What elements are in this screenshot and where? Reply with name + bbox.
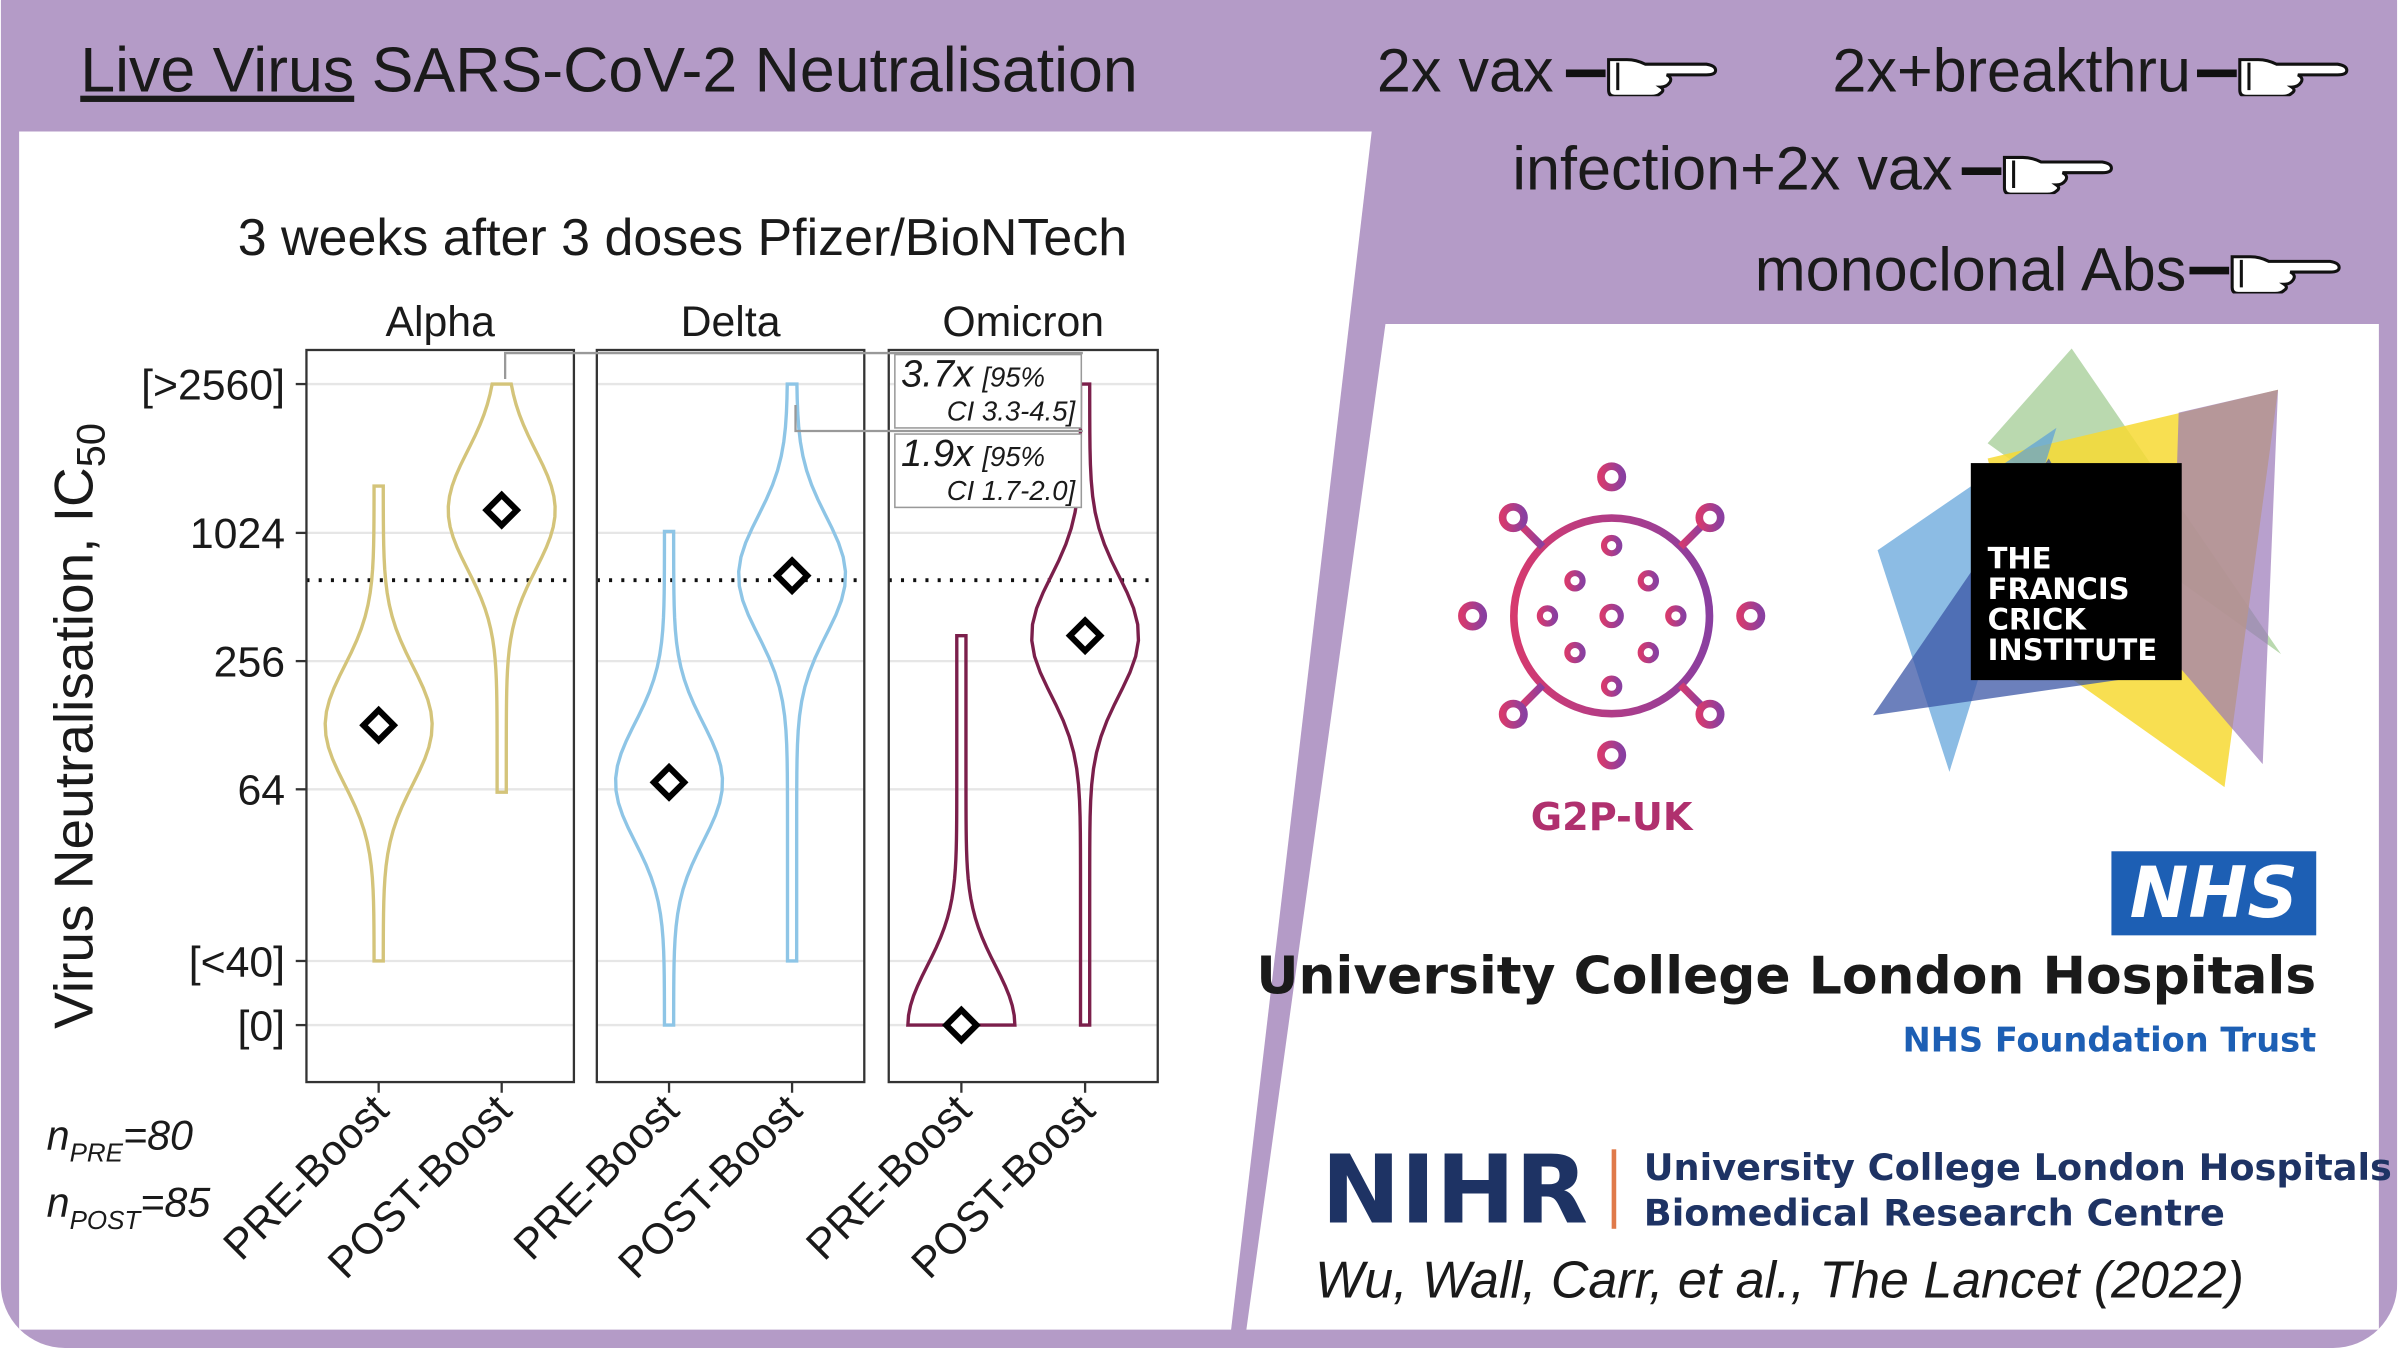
nihr-text: NIHR bbox=[1321, 1136, 1588, 1246]
n-rest: =80 bbox=[123, 1112, 193, 1158]
link[interactable]: 2x vax bbox=[1377, 37, 1554, 105]
link[interactable]: infection+2x vax bbox=[1512, 135, 1952, 203]
n-note: nPOST=85 bbox=[47, 1180, 212, 1235]
title: Live Virus SARS-CoV-2 Neutralisation bbox=[80, 36, 1138, 106]
strip-label: Delta bbox=[681, 298, 781, 346]
annotation: 1.9x [95% bbox=[901, 432, 1045, 475]
y-label-sub: 50 bbox=[70, 423, 114, 467]
crick-text: THE bbox=[1988, 542, 2052, 576]
spike-tip bbox=[1736, 601, 1766, 631]
y-label: Virus Neutralisation, IC bbox=[42, 467, 104, 1029]
y-tick-label: [0] bbox=[237, 1002, 285, 1050]
spike-tip bbox=[1458, 601, 1488, 631]
median-diamond bbox=[1065, 616, 1105, 656]
bracket bbox=[503, 351, 1083, 380]
crick-text: FRANCIS bbox=[1988, 572, 2130, 606]
title-underlined: Live Virus bbox=[80, 36, 354, 106]
n-symbol: n bbox=[47, 1180, 70, 1226]
citation: Wu, Wall, Carr, et al., The Lancet (2022… bbox=[1315, 1252, 2244, 1310]
link[interactable]: monoclonal Abs bbox=[1755, 235, 2187, 303]
n-sub: POST bbox=[70, 1205, 143, 1235]
chart-title: 3 weeks after 3 doses Pfizer/BioNTech bbox=[238, 209, 1127, 267]
y-tick-label: 256 bbox=[214, 638, 285, 686]
panel-border bbox=[595, 348, 866, 1084]
y-tick-label: [>2560] bbox=[141, 361, 285, 409]
spike-tip bbox=[1695, 503, 1725, 533]
spike-tip bbox=[1498, 503, 1528, 533]
violin bbox=[906, 633, 1017, 1027]
spike bbox=[1678, 522, 1706, 550]
median-diamond bbox=[649, 762, 689, 802]
violin bbox=[1030, 382, 1141, 1027]
uclh-name: University College London Hospitals bbox=[1256, 946, 2316, 1006]
violin bbox=[613, 529, 725, 1027]
spike bbox=[1678, 682, 1706, 710]
y-tick-label: 1024 bbox=[190, 510, 285, 558]
crick-text: INSTITUTE bbox=[1988, 633, 2158, 667]
spike-tip bbox=[1498, 699, 1528, 729]
fold: 3.7x bbox=[901, 353, 975, 396]
link[interactable]: 2x+breakthru bbox=[1832, 37, 2190, 105]
g2p-label: G2P-UK bbox=[1531, 796, 1694, 840]
median-diamond bbox=[359, 705, 399, 745]
strip-label: Alpha bbox=[385, 298, 495, 346]
crick-logo: THE FRANCIS CRICK INSTITUTE bbox=[1873, 348, 2282, 788]
fold: 1.9x bbox=[901, 432, 975, 475]
annotation-ci: CI 1.7-2.0] bbox=[947, 475, 1077, 506]
n-symbol: n bbox=[47, 1112, 70, 1158]
spike-tip bbox=[1695, 699, 1725, 729]
strip-label: Omicron bbox=[942, 298, 1104, 346]
y-tick-label: 64 bbox=[237, 767, 285, 815]
violin bbox=[737, 382, 848, 963]
median-diamond bbox=[941, 1005, 981, 1045]
n-rest: =85 bbox=[140, 1180, 211, 1226]
nhs-text: NHS bbox=[2130, 852, 2298, 934]
panel-border bbox=[887, 348, 1159, 1084]
spike-tip bbox=[1597, 740, 1627, 770]
nihr-line: University College London Hospitals bbox=[1644, 1146, 2392, 1189]
y-tick-label: [<40] bbox=[189, 938, 285, 986]
annotation-box bbox=[894, 433, 1083, 509]
uclh-trust: NHS Foundation Trust bbox=[1903, 1021, 2317, 1060]
nihr-divider bbox=[1611, 1149, 1617, 1229]
spike bbox=[1518, 682, 1546, 710]
y-axis-title: Virus Neutralisation, IC50 bbox=[42, 423, 113, 1029]
g2p-logo bbox=[1458, 462, 1766, 770]
n-sub: PRE bbox=[70, 1138, 124, 1168]
violin bbox=[446, 382, 557, 794]
links[interactable]: 2x vax 2x+breakthru infection+2x vax mon… bbox=[1377, 37, 2347, 304]
annotation: 3.7x [95% bbox=[901, 353, 1045, 396]
ci: [95% bbox=[981, 362, 1045, 393]
median-diamond bbox=[482, 490, 522, 530]
spike-tip bbox=[1597, 462, 1627, 492]
median-diamond bbox=[772, 556, 812, 596]
nhs-box bbox=[2111, 851, 2317, 936]
annotation-box bbox=[894, 353, 1083, 429]
annotation-ci: CI 3.3-4.5] bbox=[947, 395, 1077, 426]
n-note: nPRE=80 bbox=[47, 1112, 193, 1167]
title-rest: SARS-CoV-2 Neutralisation bbox=[354, 36, 1138, 106]
nihr-line: Biomedical Research Centre bbox=[1644, 1192, 2225, 1235]
violin bbox=[323, 484, 434, 963]
crick-text: CRICK bbox=[1988, 603, 2088, 637]
spike bbox=[1518, 522, 1546, 550]
ci: [95% bbox=[981, 441, 1045, 472]
panel-border bbox=[305, 348, 576, 1084]
bracket bbox=[794, 405, 1083, 433]
